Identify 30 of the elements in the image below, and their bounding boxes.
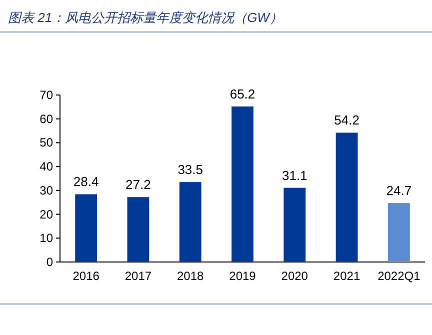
y-tick-label: 20 <box>40 207 54 222</box>
x-tick-label: 2019 <box>229 269 256 283</box>
y-tick-label: 30 <box>40 183 54 198</box>
bar <box>179 182 202 262</box>
data-label: 33.5 <box>178 162 204 178</box>
x-tick-label: 2022Q1 <box>378 269 421 283</box>
x-tick-label: 2016 <box>72 269 100 283</box>
y-tick-label: 50 <box>40 136 54 150</box>
data-label: 65.2 <box>230 86 256 102</box>
bar <box>232 106 254 262</box>
x-tick-label: 2020 <box>281 269 308 283</box>
data-label: 24.7 <box>386 183 412 198</box>
x-tick-label: 2018 <box>177 269 204 283</box>
y-tick-label: 10 <box>40 231 54 246</box>
x-tick-label: 2017 <box>124 269 152 283</box>
bar <box>284 188 306 262</box>
data-label: 27.2 <box>126 177 151 192</box>
bar <box>388 203 410 262</box>
bar <box>127 197 150 262</box>
y-tick-label: 40 <box>40 160 54 174</box>
data-label: 54.2 <box>334 112 360 128</box>
x-tick-label: 2021 <box>333 269 360 283</box>
y-tick-label: 60 <box>40 112 54 126</box>
bar <box>75 194 98 262</box>
data-label: 31.1 <box>282 168 308 183</box>
y-tick-label: 70 <box>40 88 54 102</box>
y-tick-label: 0 <box>46 255 54 269</box>
chart-title: 图表 21：风电公开招标量年度变化情况（GW） <box>8 10 282 25</box>
data-label: 28.4 <box>73 174 99 190</box>
bar <box>336 132 358 262</box>
